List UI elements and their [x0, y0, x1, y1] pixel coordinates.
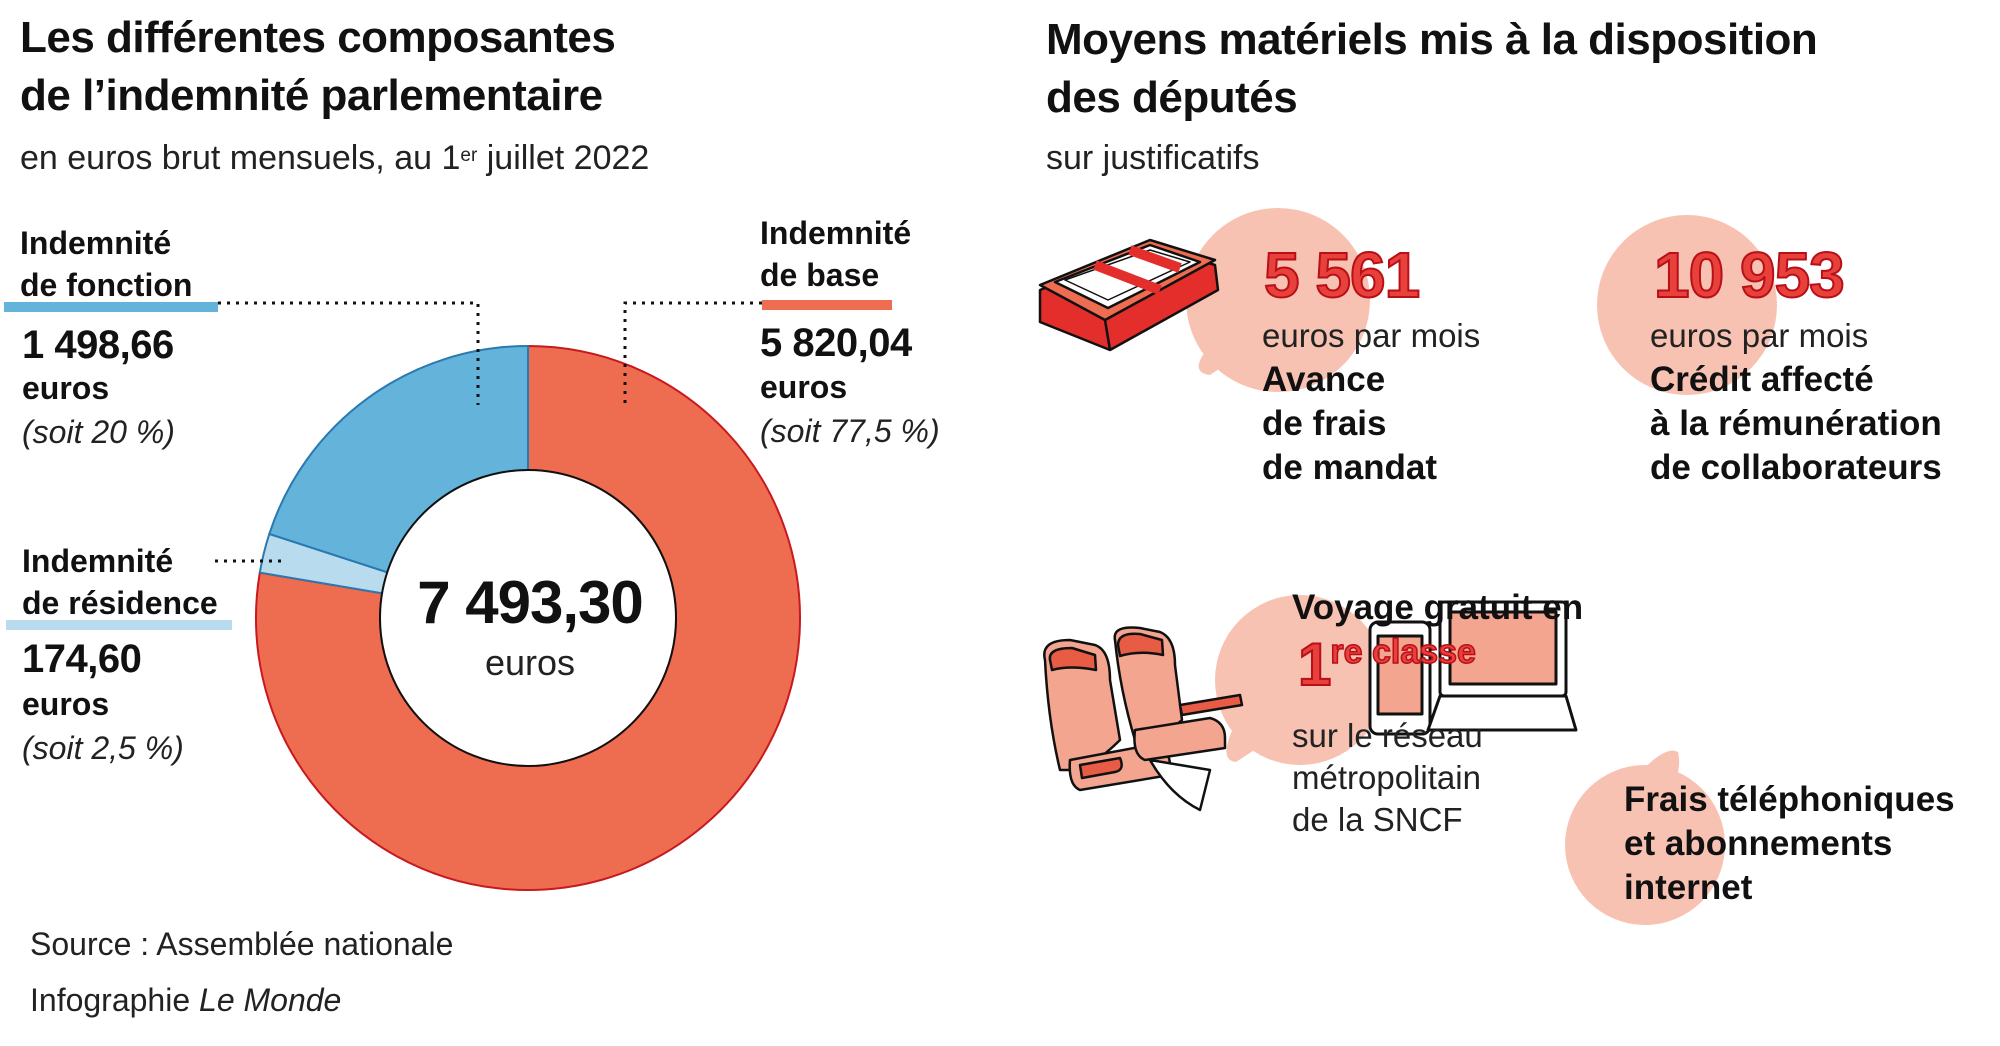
unit-fonction: euros: [22, 370, 110, 406]
swatch-residence: [6, 620, 232, 630]
value-fonction: 1 498,66: [22, 323, 174, 367]
banknotes-icon: [1038, 238, 1220, 352]
share-residence: (soit 2,5 %): [22, 730, 184, 766]
train-class: 1re classe: [1297, 630, 1477, 700]
collab-amount: 10 953: [1653, 239, 1846, 311]
phone-line2: et abonnements: [1624, 824, 1893, 863]
mandat-unit: euros par mois: [1262, 317, 1481, 354]
phone-line1: Frais téléphoniques: [1624, 780, 1955, 819]
donut-total-value: 7 493,30: [417, 569, 644, 636]
train-class-number: 1: [1297, 630, 1332, 699]
speech-bubble-phone: [1565, 750, 1725, 925]
train-line1: sur le réseau: [1292, 717, 1483, 754]
train-head: Voyage gratuit en: [1292, 588, 1584, 627]
label-residence-line1: Indemnité: [22, 543, 174, 579]
label-residence-line2: de résidence: [22, 585, 218, 621]
swatch-base: [762, 300, 892, 310]
right-title-line2: des députés: [1046, 73, 1298, 122]
mandat-line1: Avance: [1262, 360, 1386, 399]
donut-slices: [255, 344, 801, 891]
train-class-suffix: re classe: [1330, 632, 1477, 672]
label-fonction-line1: Indemnité: [20, 225, 172, 261]
phone-laptop-icon: [1368, 600, 1578, 736]
unit-base: euros: [760, 369, 848, 405]
label-fonction: Indemnité de fonction: [20, 222, 192, 306]
speech-bubble-collab-circle: [1597, 215, 1777, 395]
right-illustrations: [1038, 208, 1777, 925]
speech-bubble-mandat: [1186, 208, 1370, 392]
source-note: Source : Assemblée nationale: [30, 926, 454, 962]
train-line2: métropolitain: [1292, 759, 1481, 796]
label-base-line2: de base: [760, 257, 880, 293]
left-title-line2: de l’indemnité parlementaire: [20, 71, 603, 120]
leader-line-base: [623, 301, 762, 405]
right-subtitle: sur justificatifs: [1046, 139, 1260, 177]
label-base: Indemnité de base: [760, 212, 911, 296]
donut-total-unit: euros: [484, 642, 576, 683]
train-seats-icon: [1043, 626, 1244, 812]
swatch-fonction: [4, 302, 218, 312]
donut-chart: [215, 301, 801, 891]
speech-bubble-train: [1215, 595, 1385, 765]
collab-line3: de collaborateurs: [1650, 448, 1942, 487]
collab-unit: euros par mois: [1650, 317, 1869, 354]
mandat-line2: de frais: [1262, 404, 1387, 443]
unit-residence: euros: [22, 686, 110, 722]
value-residence: 174,60: [22, 637, 142, 681]
label-residence: Indemnité de résidence: [22, 540, 218, 624]
credit-note: Infographie Le Monde: [30, 982, 342, 1018]
collab-line1: Crédit affecté: [1650, 360, 1874, 399]
train-line3: de la SNCF: [1292, 801, 1463, 838]
value-base: 5 820,04: [760, 321, 912, 365]
label-base-line1: Indemnité: [760, 215, 912, 251]
left-title-line1: Les différentes composantes: [20, 13, 616, 62]
donut-hole: [379, 469, 677, 767]
share-base: (soit 77,5 %): [760, 413, 940, 449]
phone-line3: internet: [1624, 868, 1753, 907]
right-title-line1: Moyens matériels mis à la disposition: [1046, 15, 1818, 64]
share-fonction: (soit 20 %): [22, 414, 175, 450]
mandat-line3: de mandat: [1262, 448, 1438, 487]
collab-line2: à la rémunération: [1650, 404, 1942, 443]
left-subtitle: en euros brut mensuels, au 1er juillet 2…: [20, 139, 650, 177]
mandat-amount: 5 561: [1263, 239, 1421, 311]
label-fonction-line2: de fonction: [20, 267, 193, 303]
